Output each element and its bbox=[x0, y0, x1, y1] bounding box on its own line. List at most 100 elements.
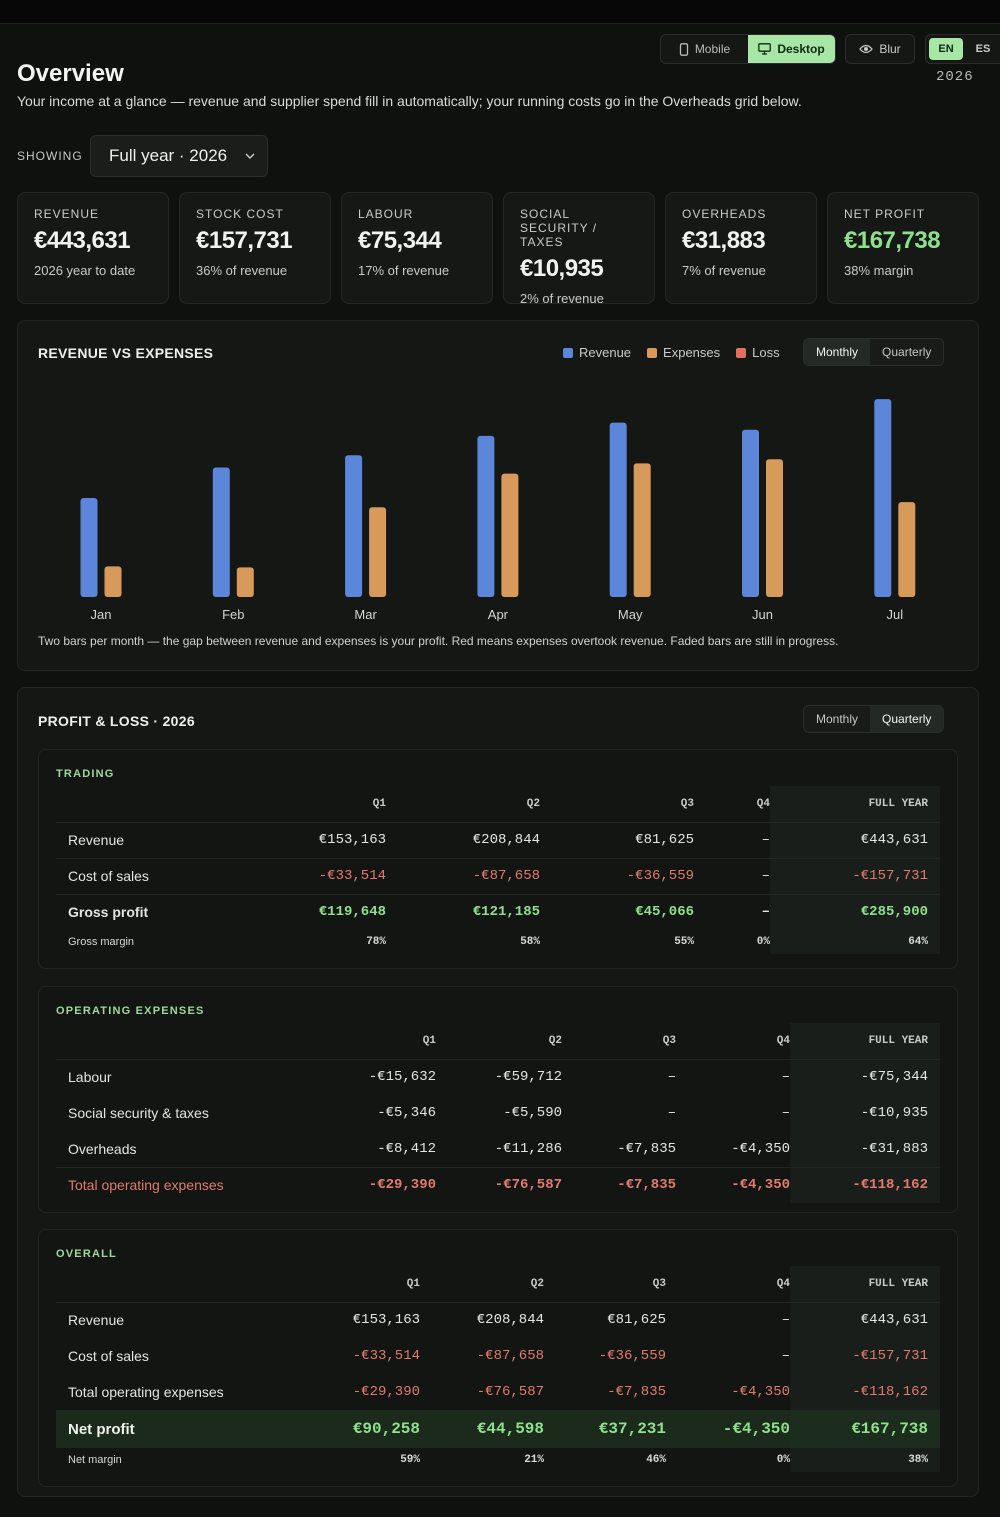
table-cell: 55% bbox=[674, 936, 694, 948]
revenue-expenses-panel: Jan Feb Mar Apr May Jun Jul REVENUE VS EXPENSE… bbox=[17, 320, 979, 671]
legend-swatch bbox=[647, 347, 658, 358]
monitor-icon bbox=[758, 43, 772, 55]
kpi-value: €157,731 bbox=[196, 227, 293, 254]
table-cell: €121,185 bbox=[386, 893, 540, 930]
legend-label: Revenue bbox=[579, 345, 632, 360]
kpi-label: STOCK COST bbox=[196, 207, 284, 221]
table-cell: 38% bbox=[790, 1448, 940, 1472]
table-cell: -€118,162 bbox=[790, 1166, 940, 1203]
column-header: Q1 bbox=[372, 797, 386, 810]
table-cell: €167,738 bbox=[790, 1410, 940, 1448]
column-header: FULL YEAR bbox=[790, 1266, 940, 1302]
table-header-row: Q1 Q2 Q3 Q4 FULL YEAR bbox=[56, 786, 940, 822]
bar-revenue-mar[interactable] bbox=[345, 455, 363, 597]
bar-expenses-jul[interactable] bbox=[898, 502, 916, 597]
row-label: Net profit bbox=[56, 1410, 296, 1448]
table-cell: €285,900 bbox=[770, 893, 940, 930]
profit-loss-panel: PROFIT & LOSS · 2026 Monthly Quarterly T… bbox=[17, 687, 979, 1497]
row-label: Social security & taxes bbox=[68, 1105, 209, 1121]
pl-quarterly-button[interactable]: Quarterly bbox=[870, 706, 944, 732]
bar-revenue-feb[interactable] bbox=[212, 467, 230, 597]
chart-monthly-button[interactable]: Monthly bbox=[804, 339, 871, 365]
kpi-value: €31,883 bbox=[682, 227, 766, 254]
bar-expenses-jun[interactable] bbox=[766, 459, 783, 597]
kpi-subtext: 17% of revenue bbox=[358, 263, 450, 278]
table-cell: -€4,350 bbox=[676, 1166, 790, 1203]
legend-item-revenue: Revenue bbox=[563, 345, 631, 360]
overall-section: OVERALL Q1 Q2 Q3 Q4 FULL YEAR Revenue €1… bbox=[38, 1229, 958, 1487]
pl-title: PROFIT & LOSS · 2026 bbox=[38, 713, 195, 729]
period-select-value: Full year · 2026 bbox=[109, 146, 228, 165]
table-cell: 0% bbox=[776, 1454, 790, 1466]
blur-label: Blur bbox=[879, 42, 901, 56]
table-row: Gross margin 78% 58% 55% 0% 64% bbox=[56, 930, 940, 954]
kpi-card-labour: LABOUR €75,344 17% of revenue bbox=[341, 192, 493, 304]
legend-label: Loss bbox=[752, 345, 780, 360]
table-cell: – bbox=[562, 1058, 676, 1095]
legend-swatch bbox=[563, 347, 573, 358]
table-cell: – bbox=[676, 1058, 790, 1095]
page-title: Overview bbox=[17, 60, 124, 87]
table-cell: -€33,514 bbox=[352, 1348, 420, 1364]
table-cell: -€33,514 bbox=[236, 857, 386, 894]
bar-revenue-jun[interactable] bbox=[742, 429, 759, 597]
x-tick-label: Jul bbox=[886, 607, 903, 621]
opex-table: Q1 Q2 Q3 Q4 FULL YEAR Labour -€15,632 -€… bbox=[56, 1023, 940, 1203]
trading-section: TRADING Q1 Q2 Q3 Q4 FULL YEAR Revenue €1… bbox=[38, 749, 958, 969]
table-cell: -€157,731 bbox=[770, 857, 940, 894]
kpi-label: OVERHEADS bbox=[682, 207, 767, 221]
view-mobile-button[interactable]: Mobile bbox=[661, 35, 748, 63]
table-cell: €443,631 bbox=[790, 1301, 940, 1338]
row-label: Gross margin bbox=[68, 936, 135, 948]
table-cell: -€29,390 bbox=[286, 1166, 436, 1203]
table-cell: -€7,835 bbox=[617, 1140, 676, 1157]
kpi-card-stock-cost: STOCK COST €157,731 36% of revenue bbox=[179, 192, 331, 304]
column-header: Q4 bbox=[776, 1277, 790, 1290]
kpi-label: SOCIAL SECURITY / TAXES bbox=[520, 207, 598, 249]
bar-expenses-apr[interactable] bbox=[501, 473, 519, 597]
table-cell: 64% bbox=[770, 930, 940, 954]
bar-expenses-jan[interactable] bbox=[104, 566, 122, 597]
table-cell: -€76,587 bbox=[476, 1384, 544, 1400]
legend-item-loss: Loss bbox=[736, 345, 780, 360]
kpi-subtext: 2026 year to date bbox=[34, 263, 136, 278]
pl-monthly-button[interactable]: Monthly bbox=[816, 712, 859, 726]
table-cell: -€15,632 bbox=[286, 1058, 436, 1095]
bar-expenses-mar[interactable] bbox=[369, 507, 387, 597]
table-cell: -€76,587 bbox=[436, 1166, 562, 1203]
table-cell: €81,625 bbox=[544, 1301, 666, 1338]
table-cell: 0% bbox=[756, 936, 770, 948]
table-cell: – bbox=[694, 821, 770, 858]
bar-revenue-jan[interactable] bbox=[80, 498, 98, 597]
row-label: Revenue bbox=[56, 821, 236, 858]
table-cell: €208,844 bbox=[386, 821, 540, 858]
bar-revenue-may[interactable] bbox=[609, 422, 627, 597]
bar-revenue-apr[interactable] bbox=[477, 435, 495, 597]
table-cell: -€8,412 bbox=[377, 1140, 436, 1157]
table-cell: -€4,350 bbox=[666, 1410, 790, 1448]
bar-revenue-jul[interactable] bbox=[874, 399, 892, 597]
language-es-button[interactable]: ES bbox=[975, 43, 991, 55]
pl-period-toggle: Monthly Quarterly bbox=[803, 705, 945, 733]
kpi-card-revenue: REVENUE €443,631 2026 year to date bbox=[17, 192, 169, 304]
bar-expenses-feb[interactable] bbox=[236, 567, 254, 597]
table-row: Total operating expenses -€29,390 -€76,5… bbox=[56, 1374, 940, 1410]
column-header: Q1 bbox=[406, 1277, 420, 1290]
bar-expenses-may[interactable] bbox=[633, 463, 651, 597]
table-cell: -€7,835 bbox=[607, 1384, 666, 1400]
period-select[interactable]: Full year · 2026 bbox=[90, 135, 268, 177]
blur-button[interactable]: Blur bbox=[845, 34, 915, 64]
table-cell: – bbox=[666, 1301, 790, 1338]
table-cell: -€5,346 bbox=[377, 1105, 436, 1121]
view-desktop-button[interactable]: Desktop bbox=[748, 35, 835, 63]
table-cell: 58% bbox=[520, 936, 540, 948]
x-tick-label: Apr bbox=[488, 607, 509, 621]
row-label: Labour bbox=[56, 1058, 286, 1095]
x-tick-label: Mar bbox=[354, 607, 377, 621]
table-cell: -€31,883 bbox=[790, 1131, 940, 1167]
chart-quarterly-button[interactable]: Quarterly bbox=[882, 345, 932, 359]
eye-icon bbox=[859, 44, 874, 54]
row-label: Revenue bbox=[56, 1301, 296, 1338]
x-tick-label: May bbox=[618, 607, 643, 621]
language-en-button[interactable]: EN bbox=[929, 38, 963, 60]
